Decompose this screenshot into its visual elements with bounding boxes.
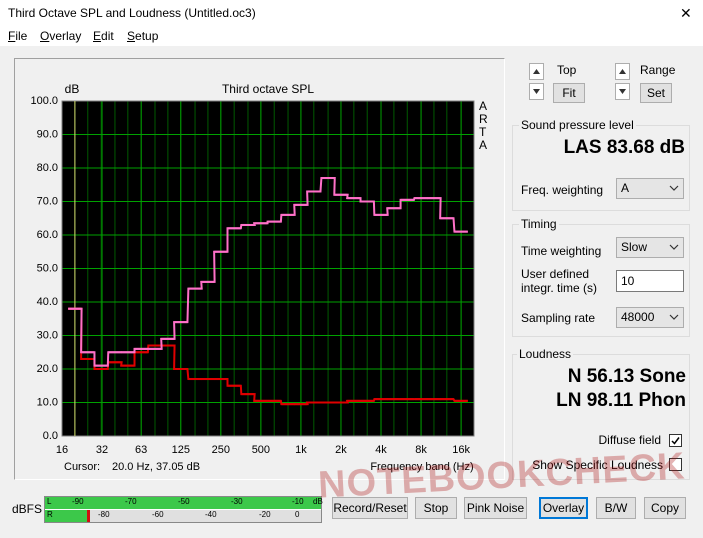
meter-scale-label: -20: [259, 510, 271, 519]
meter-scale-label: -90: [72, 497, 84, 506]
plot-border: [61, 100, 475, 437]
meter-level: [45, 510, 87, 522]
field-label: Freq. weighting: [521, 183, 604, 197]
field-label: Sampling rate: [521, 311, 596, 325]
side-label: ARTA: [479, 99, 488, 152]
field-label: integr. time (s): [521, 281, 598, 295]
select[interactable]: A: [616, 178, 684, 199]
timing-group: [512, 224, 690, 337]
button[interactable]: B/W: [596, 497, 636, 519]
spin-down[interactable]: [529, 83, 544, 100]
loudness-group: [512, 354, 690, 480]
x-tick-label: 4k: [375, 444, 387, 456]
y-tick-label: 90.0: [37, 128, 58, 140]
y-tick-label: 0.0: [43, 430, 58, 442]
checkbox-label: Diffuse field: [598, 433, 661, 447]
button[interactable]: Stop: [415, 497, 457, 519]
y-axis-label: dB: [65, 82, 80, 96]
button[interactable]: Record/Reset: [332, 497, 408, 519]
menu-item[interactable]: Setup: [127, 29, 159, 43]
select-value: A: [621, 181, 630, 195]
y-tick-label: 80.0: [37, 162, 58, 174]
meter-scale-label: 0: [295, 510, 300, 519]
y-tick-label: 60.0: [37, 229, 58, 241]
x-tick-label: 63: [135, 444, 147, 456]
checkbox[interactable]: [669, 458, 682, 471]
menu-bar: File Overlay Edit Setup: [0, 28, 703, 46]
y-tick-label: 70.0: [37, 195, 58, 207]
cursor-label: Cursor:: [64, 461, 100, 473]
x-tick-label: 16k: [452, 444, 470, 456]
group-label: Sound pressure level: [519, 118, 636, 132]
top-label: Top: [557, 63, 577, 77]
x-axis-label: Frequency band (Hz): [370, 461, 473, 473]
y-tick-label: 100.0: [30, 95, 58, 107]
meter-scale-label: -10: [292, 497, 304, 506]
loudness-ln: LN 98.11 Phon: [556, 390, 686, 411]
checkbox-label: Show Specific Loudness: [532, 458, 663, 472]
x-tick-label: 2k: [335, 444, 347, 456]
range-label: Range: [640, 63, 676, 77]
meter-channel: R: [47, 510, 53, 519]
text-input[interactable]: 10: [616, 270, 684, 292]
button[interactable]: Pink Noise: [464, 497, 527, 519]
chart-title: Third octave SPL: [222, 82, 314, 96]
check-mark: [671, 437, 680, 445]
menu-item[interactable]: Edit: [93, 29, 114, 43]
x-tick-label: 125: [172, 444, 190, 456]
meter-channel: L: [47, 497, 52, 506]
meter-label: dBFS: [12, 502, 43, 516]
y-tick-label: 50.0: [37, 262, 58, 274]
title-bar: Third Octave SPL and Loudness (Untitled.…: [0, 0, 703, 28]
loudness-n: N 56.13 Sone: [567, 366, 686, 387]
spin-down[interactable]: [615, 83, 630, 100]
x-tick-label: 8k: [415, 444, 427, 456]
button[interactable]: Copy: [644, 497, 686, 519]
spl-reading: LAS 83.68 dB: [563, 137, 685, 158]
select-value: 48000: [621, 310, 655, 324]
chart: 0.0 10.0 20.0 30.0 40.0 50.0 60.0 70.0 80.0 90.0 1…: [30, 82, 475, 473]
field-label: Time weighting: [521, 244, 602, 258]
y-tick-label: 20.0: [37, 363, 58, 375]
button[interactable]: Overlay: [539, 497, 588, 519]
input-value: 10: [621, 274, 635, 288]
y-tick-label: 30.0: [37, 329, 58, 341]
meter-scale-label: -80: [98, 510, 110, 519]
y-tick-label: 40.0: [37, 296, 58, 308]
meter-scale-label: dB: [313, 497, 323, 506]
meter-row: R -80 -60 -40 -20 0: [45, 510, 321, 522]
field-label: User defined: [521, 267, 590, 281]
select-value: Slow: [621, 240, 648, 254]
x-tick-label: 250: [212, 444, 230, 456]
x-tick-label: 500: [252, 444, 270, 456]
meter-scale-label: -70: [125, 497, 137, 506]
meter-scale-label: -30: [231, 497, 243, 506]
checkbox[interactable]: [669, 434, 682, 447]
meter-scale-label: -60: [152, 510, 164, 519]
meter-row: L -90 -70 -50 -30 -10 dB: [45, 497, 323, 509]
spin-up[interactable]: [529, 63, 544, 80]
cursor-value: 20.0 Hz, 37.05 dB: [112, 461, 200, 473]
x-tick-label: 16: [56, 444, 68, 456]
y-tick-label: 10.0: [37, 396, 58, 408]
menu-item[interactable]: Overlay: [40, 29, 82, 43]
step-outline: [68, 177, 468, 367]
select[interactable]: 48000: [616, 307, 684, 328]
x-tick-label: 32: [96, 444, 108, 456]
x-tick-label: 1k: [295, 444, 307, 456]
meter-scale-label: -50: [178, 497, 190, 506]
group-label: Loudness: [517, 347, 574, 361]
meter-scale-label: -40: [205, 510, 217, 519]
select[interactable]: Slow: [616, 237, 684, 258]
window-title: Third Octave SPL and Loudness (Untitled.…: [8, 6, 256, 20]
group-label: Timing: [519, 217, 559, 231]
step-outline: [68, 307, 468, 406]
menu-item[interactable]: File: [8, 29, 28, 43]
spin-up[interactable]: [615, 63, 630, 80]
close-button[interactable]: ✕: [680, 5, 692, 21]
set-button[interactable]: Set: [640, 83, 672, 103]
fit-button[interactable]: Fit: [553, 83, 585, 103]
meter-peak: [87, 510, 90, 522]
